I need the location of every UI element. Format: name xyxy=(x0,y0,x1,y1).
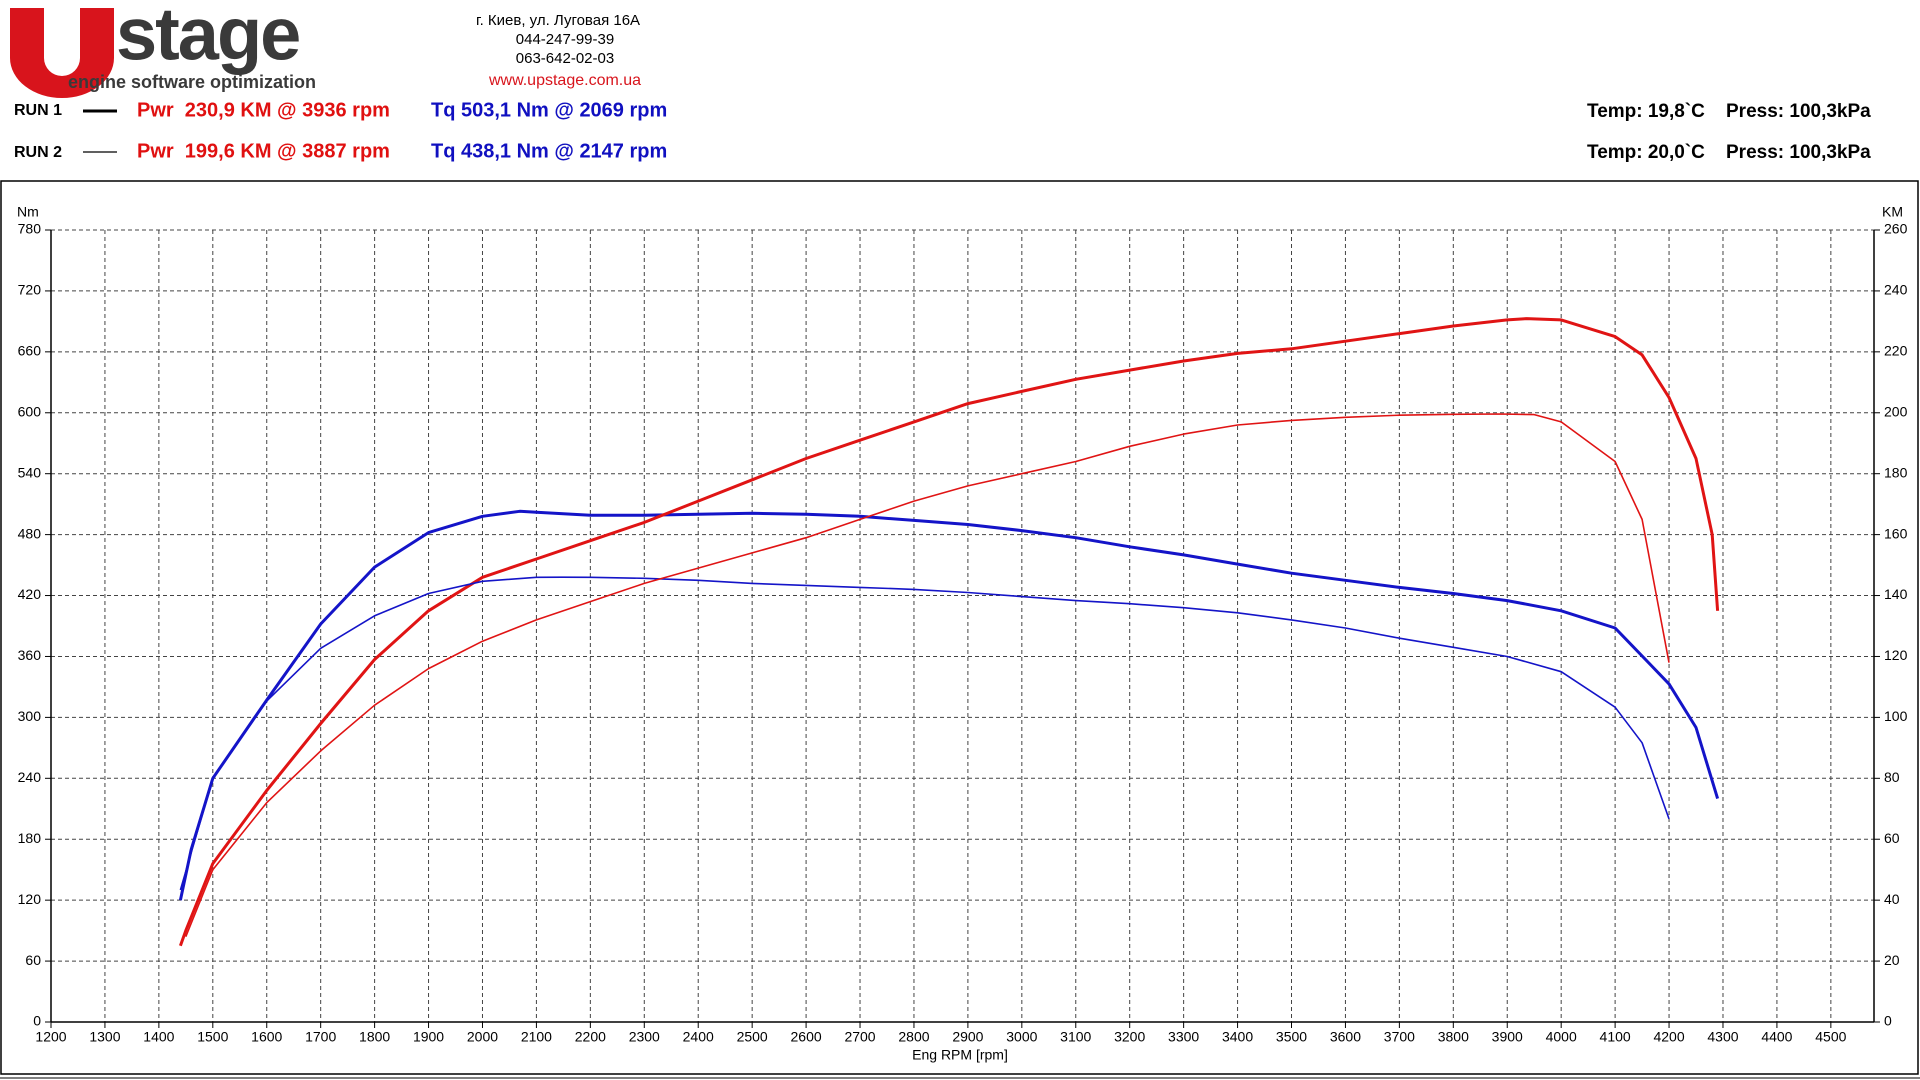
logo-mark xyxy=(10,8,114,98)
y2-tick-label: 40 xyxy=(1884,891,1900,907)
y2-tick-label: 260 xyxy=(1884,221,1908,237)
x-tick-label: 4200 xyxy=(1653,1029,1684,1045)
y2-tick-label: 180 xyxy=(1884,464,1908,480)
y2-tick-label: 200 xyxy=(1884,403,1908,419)
logo-arrow xyxy=(48,30,76,72)
y-tick-label: 60 xyxy=(25,952,41,968)
y-tick-label: 180 xyxy=(18,830,42,846)
x-tick-label: 1600 xyxy=(251,1029,282,1045)
phone: 044-247-99-39 xyxy=(516,31,614,48)
y2-tick-label: 220 xyxy=(1884,343,1908,359)
x-tick-label: 3900 xyxy=(1492,1029,1523,1045)
x-tick-label: 3700 xyxy=(1384,1029,1415,1045)
run-label: RUN 2 xyxy=(14,144,62,161)
y-tick-label: 720 xyxy=(18,282,42,298)
y-tick-label: 540 xyxy=(18,464,42,480)
logo: stage engine software optimization xyxy=(10,0,316,98)
grid: 1200 1300 1400 1500 1600 1700 1800 1900 2000 2100… xyxy=(18,221,1908,1045)
run-press: Press: 100,3kPa xyxy=(1726,101,1871,122)
y-tick-label: 600 xyxy=(18,403,42,419)
run-torque: Tq 438,1 Nm @ 2147 rpm xyxy=(431,140,667,162)
y2-tick-label: 140 xyxy=(1884,586,1908,602)
x-tick-label: 1800 xyxy=(359,1029,390,1045)
series-line xyxy=(185,413,1670,937)
y-axis-label: Nm xyxy=(17,204,39,220)
address: г. Киев, ул. Луговая 16А xyxy=(476,12,640,29)
y2-tick-label: 160 xyxy=(1884,525,1908,541)
y-tick-label: 240 xyxy=(18,769,42,785)
x-tick-label: 3400 xyxy=(1222,1029,1253,1045)
x-tick-label: 2000 xyxy=(467,1029,498,1045)
x-tick-label: 4100 xyxy=(1600,1029,1631,1045)
y-tick-label: 420 xyxy=(18,586,42,602)
run-temp: Temp: 19,8`C xyxy=(1587,101,1705,122)
x-tick-label: 1200 xyxy=(35,1029,66,1045)
x-tick-label: 2200 xyxy=(575,1029,606,1045)
x-tick-label: 2700 xyxy=(844,1029,875,1045)
y-tick-label: 360 xyxy=(18,647,42,663)
y2-tick-label: 80 xyxy=(1884,769,1900,785)
tagline: engine software optimization xyxy=(68,72,316,92)
x-tick-label: 2800 xyxy=(898,1029,929,1045)
logo-text: stage xyxy=(116,0,299,76)
x-tick-label: 3600 xyxy=(1330,1029,1361,1045)
y-tick-label: 120 xyxy=(18,891,42,907)
x-tick-label: 3200 xyxy=(1114,1029,1145,1045)
x-tick-label: 4300 xyxy=(1707,1029,1738,1045)
phone: 063-642-02-03 xyxy=(516,50,614,67)
y-tick-label: 480 xyxy=(18,525,42,541)
run-label: RUN 1 xyxy=(14,102,62,119)
y-tick-label: 660 xyxy=(18,343,42,359)
run-temp: Temp: 20,0`C xyxy=(1587,142,1705,163)
y-tick-label: 0 xyxy=(33,1013,41,1029)
x-tick-label: 3100 xyxy=(1060,1029,1091,1045)
x-tick-label: 4500 xyxy=(1815,1029,1846,1045)
series-line xyxy=(179,576,1670,891)
y2-axis-label: KM xyxy=(1882,204,1903,220)
x-axis-label: Eng RPM [rpm] xyxy=(912,1047,1008,1063)
x-tick-label: 1400 xyxy=(143,1029,174,1045)
y2-tick-label: 100 xyxy=(1884,708,1908,724)
x-tick-label: 2100 xyxy=(521,1029,552,1045)
run-power: Pwr 199,6 KM @ 3887 rpm xyxy=(137,140,390,162)
y2-tick-label: 120 xyxy=(1884,647,1908,663)
x-tick-label: 3800 xyxy=(1438,1029,1469,1045)
series-line xyxy=(178,509,1720,901)
y2-tick-label: 0 xyxy=(1884,1013,1892,1029)
x-tick-label: 1300 xyxy=(89,1029,120,1045)
y2-tick-label: 60 xyxy=(1884,830,1900,846)
chart-frame xyxy=(0,180,1919,1075)
x-tick-label: 2500 xyxy=(737,1029,768,1045)
x-tick-label: 2600 xyxy=(791,1029,822,1045)
x-tick-label: 2400 xyxy=(683,1029,714,1045)
x-tick-label: 2900 xyxy=(952,1029,983,1045)
x-tick-label: 1900 xyxy=(413,1029,444,1045)
x-tick-label: 1700 xyxy=(305,1029,336,1045)
run-press: Press: 100,3kPa xyxy=(1726,142,1871,163)
website: www.upstage.com.ua xyxy=(488,72,641,89)
x-tick-label: 3500 xyxy=(1276,1029,1307,1045)
x-tick-label: 3300 xyxy=(1168,1029,1199,1045)
run-power: Pwr 230,9 KM @ 3936 rpm xyxy=(137,99,390,121)
x-tick-label: 2300 xyxy=(629,1029,660,1045)
x-tick-label: 1500 xyxy=(197,1029,228,1045)
x-tick-label: 4000 xyxy=(1546,1029,1577,1045)
x-tick-label: 3000 xyxy=(1006,1029,1037,1045)
y-tick-label: 780 xyxy=(18,221,42,237)
y-tick-label: 300 xyxy=(18,708,42,724)
y2-tick-label: 20 xyxy=(1884,952,1900,968)
run-torque: Tq 503,1 Nm @ 2069 rpm xyxy=(431,99,667,121)
series-line xyxy=(178,317,1720,947)
y2-tick-label: 240 xyxy=(1884,282,1908,298)
plot-lines xyxy=(178,317,1720,947)
x-tick-label: 4400 xyxy=(1761,1029,1792,1045)
